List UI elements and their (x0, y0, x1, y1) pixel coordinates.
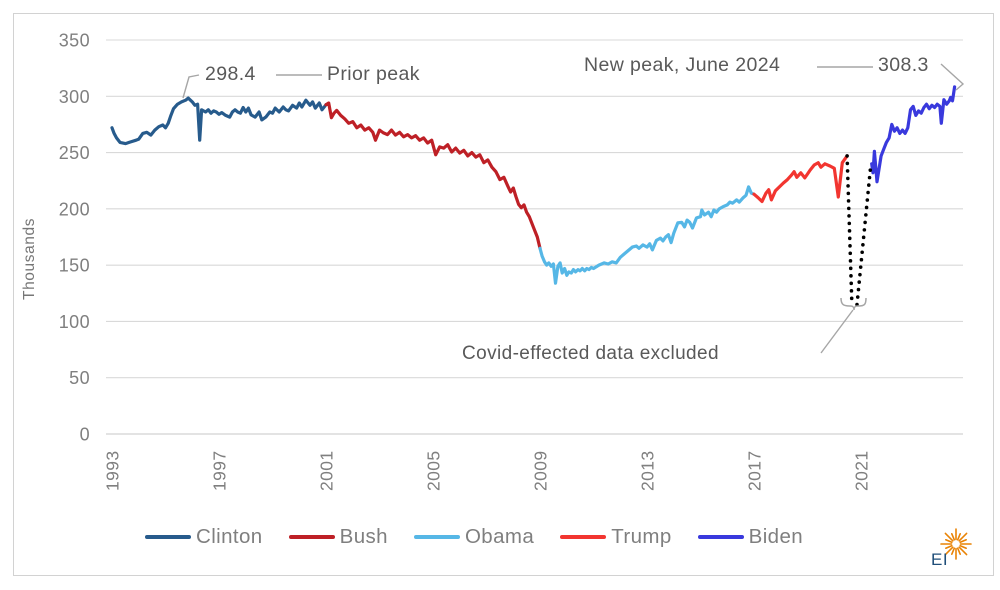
series-line-biden (870, 85, 957, 184)
y-axis-tick-labels: 350 300 250 200 150 100 50 0 (59, 31, 90, 445)
covid-gap-bracket (840, 297, 867, 311)
series-lines (110, 85, 957, 285)
y-axis-title: Thousands (21, 218, 38, 300)
sunburst-ray (958, 546, 968, 556)
x-axis-tick-label: 2021 (852, 450, 872, 491)
legend-swatch-biden (697, 535, 744, 539)
new-peak-value-label: 308.3 (878, 54, 929, 76)
legend-label: Biden (748, 525, 804, 548)
legend-label: Obama (464, 525, 535, 548)
x-axis-tick-label: 1997 (210, 450, 230, 491)
legend-label: Clinton (196, 525, 263, 548)
legend-swatch-clinton (145, 535, 191, 539)
legend-item-obama: Obama (413, 525, 535, 549)
sunburst-ray (956, 547, 962, 556)
covid-note-label: Covid-effected data excluded (462, 343, 719, 364)
sunburst-ray (958, 532, 968, 542)
legend-swatch-trump (560, 535, 607, 539)
x-axis-tick-label: 2009 (531, 450, 551, 491)
x-axis-tick-label: 1993 (103, 450, 123, 491)
y-axis-tick-label: 50 (69, 368, 90, 388)
prior-peak-label: Prior peak (327, 63, 420, 85)
x-axis-tick-label: 2017 (745, 450, 765, 491)
sunburst-ray (950, 547, 956, 556)
y-axis-tick-label: 300 (59, 87, 90, 107)
sunburst-ray (944, 546, 954, 556)
legend-label: Bush (339, 525, 388, 548)
series-line-bush (324, 101, 542, 250)
covid-note-callout-line (820, 309, 854, 354)
sunburst-icon (940, 528, 972, 560)
legend-swatch-bush (288, 535, 335, 539)
y-axis-tick-label: 0 (80, 425, 90, 445)
y-axis-tick-label: 150 (59, 256, 90, 276)
x-axis-tick-label: 2005 (424, 450, 444, 491)
covid-gap-dotted-lines (845, 154, 873, 307)
legend-label: Trump (611, 525, 672, 548)
x-axis-tick-label: 2013 (638, 450, 658, 491)
new-peak-callout-line (940, 63, 965, 91)
legend-item-bush: Bush (288, 525, 388, 549)
series-line-obama (538, 185, 756, 285)
covid-gap-dotted-line-2 (855, 162, 873, 307)
legend-item-trump: Trump (560, 525, 671, 549)
series-line-clinton (110, 96, 328, 146)
legend: Clinton Bush Obama Trump Biden (145, 523, 803, 551)
prior-peak-value-label: 298.4 (205, 63, 256, 85)
sunburst-ray (959, 544, 968, 550)
y-axis-tick-label: 350 (59, 31, 90, 51)
sunburst-ray (944, 544, 953, 550)
new-peak-label: New peak, June 2024 (584, 54, 781, 76)
y-axis-tick-label: 100 (59, 312, 90, 332)
sunburst-ray (950, 532, 956, 541)
prior-peak-callout-line (182, 74, 200, 99)
series-line-trump (752, 154, 849, 204)
gridlines (106, 39, 963, 435)
ei-logo-text: EI (931, 550, 948, 569)
sunburst-ray (944, 532, 954, 542)
ei-logo: EI (931, 528, 972, 569)
y-axis-tick-label: 250 (59, 143, 90, 163)
legend-swatch-obama (413, 535, 460, 539)
sunburst-ray (956, 532, 962, 541)
y-axis-tick-label: 200 (59, 199, 90, 219)
covid-gap-dotted-line-1 (845, 154, 854, 307)
legend-item-clinton: Clinton (145, 525, 263, 549)
x-axis-tick-label: 2001 (317, 450, 337, 491)
sunburst-ray (944, 538, 953, 544)
figure-border (13, 13, 994, 576)
sunburst-ray (959, 538, 968, 544)
x-axis-tick-labels: 1993 1997 2001 2005 2009 2013 2017 2021 (103, 450, 872, 491)
legend-item-biden: Biden (697, 525, 804, 549)
